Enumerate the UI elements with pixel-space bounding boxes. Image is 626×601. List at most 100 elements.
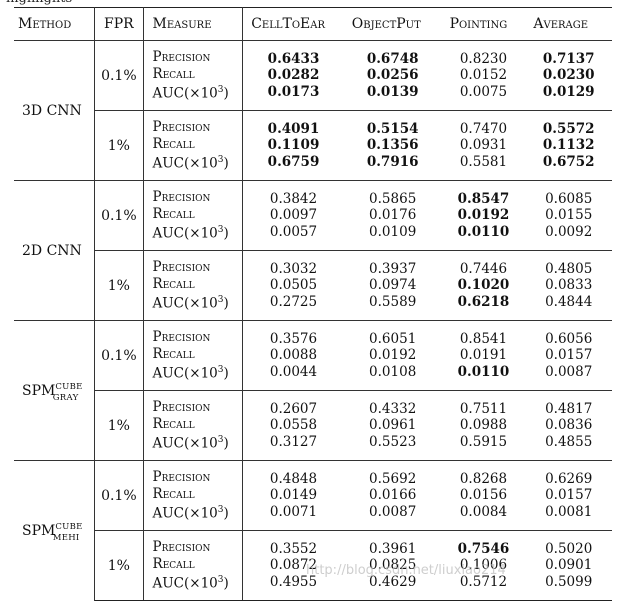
measure-recall: Recall: [152, 205, 195, 222]
measure-auc: AUC(×103): [153, 222, 243, 242]
value: 0.4848: [269, 470, 318, 487]
value-cell: 0.4332 0.0961 0.5523: [343, 390, 442, 461]
value-cell: 0.4805 0.0833 0.4844: [525, 250, 612, 321]
auc-suffix: ): [223, 505, 229, 522]
table-row: 1% Precision Recall AUC(×103) 0.2607 0.0558 0.…: [14, 390, 612, 461]
auc-exponent: 3: [217, 505, 224, 515]
value-cell: 0.7446 0.1020 0.6218: [441, 250, 526, 321]
measure-recall: Recall: [152, 275, 195, 292]
value: 0.1356: [366, 137, 419, 154]
table-row: SPMCUBEMEHI 0.1% Precision Recall AUC(×103) 0…: [14, 460, 612, 601]
value-cell: 0.6269 0.0157 0.0081: [525, 460, 612, 531]
auc-prefix: AUC(×10: [152, 365, 218, 382]
value: 0.0110: [457, 223, 510, 240]
method-name: 2D CNN: [22, 242, 82, 259]
value: 0.7546: [457, 540, 510, 557]
auc-exponent: 3: [217, 155, 224, 165]
auc-prefix: AUC(×10: [152, 575, 218, 592]
value: 0.0129: [542, 83, 595, 100]
value: 0.0825: [369, 557, 417, 574]
value: 0.6056: [545, 330, 593, 347]
measure-precision: Precision: [152, 259, 211, 275]
value: 0.7137: [542, 50, 595, 67]
value-cell: 0.3961 0.0825 0.4629: [343, 530, 442, 601]
value-cell: 0.3552 0.0872 0.4955: [242, 530, 344, 601]
value: 0.0071: [269, 503, 318, 520]
method-superscript: CUBE: [55, 381, 83, 392]
measure-recall: Recall: [152, 415, 195, 432]
value: 0.6269: [545, 470, 593, 487]
header-pointing: Pointing: [441, 7, 526, 41]
value: 0.0176: [369, 207, 417, 224]
value-cell: 0.8541 0.0191 0.0110: [441, 320, 526, 391]
value: 0.0833: [545, 277, 593, 294]
value: 0.8547: [457, 190, 510, 207]
value: 0.1132: [542, 137, 595, 154]
value-cell: 0.5865 0.0176 0.0109: [343, 180, 442, 251]
value: 0.0057: [269, 223, 318, 240]
measure-recall: Recall: [152, 485, 195, 502]
value: 0.6085: [545, 190, 593, 207]
value: 0.0110: [457, 363, 510, 380]
value: 0.0088: [269, 347, 318, 364]
auc-suffix: ): [223, 575, 229, 592]
value-cell: 0.6051 0.0192 0.0108: [343, 320, 442, 391]
method-cell: 2D CNN: [14, 180, 96, 321]
value-cell: 0.7137 0.0230 0.0129: [525, 40, 612, 111]
value: 0.0087: [369, 503, 417, 520]
value: 0.0505: [269, 277, 318, 294]
auc-prefix: AUC(×10: [152, 85, 218, 102]
value: 0.0044: [269, 363, 318, 380]
value: 0.0192: [369, 347, 417, 364]
fpr-cell: 0.1%: [94, 460, 144, 531]
method-superscript: CUBE: [55, 521, 83, 532]
value: 0.4805: [545, 260, 593, 277]
auc-exponent: 3: [217, 225, 224, 235]
value: 0.0974: [369, 277, 417, 294]
header-measure: Measure: [143, 7, 244, 41]
auc-suffix: ): [223, 225, 229, 242]
value: 0.0836: [545, 417, 593, 434]
value: 0.1109: [267, 137, 320, 154]
fpr-cell: 0.1%: [94, 320, 144, 391]
auc-prefix: AUC(×10: [152, 155, 218, 172]
measure-precision: Precision: [152, 49, 211, 65]
value: 0.0157: [545, 487, 593, 504]
value: 0.0108: [369, 363, 417, 380]
watermark: http://blog.csdn.net/liuxiao214: [306, 563, 506, 578]
method-name: 3D CNN: [22, 102, 82, 119]
measure-precision: Precision: [152, 329, 211, 345]
value: 0.3032: [269, 260, 318, 277]
value-cell: 0.8547 0.0192 0.0110: [441, 180, 526, 251]
value: 0.0087: [545, 363, 593, 380]
value-cell: 0.5572 0.1132 0.6752: [525, 110, 612, 181]
measure-cell: Precision Recall AUC(×103): [143, 110, 244, 181]
value-cell: 0.3032 0.0505 0.2725: [242, 250, 344, 321]
auc-suffix: ): [223, 155, 229, 172]
value-cell: 0.5692 0.0166 0.0087: [343, 460, 442, 531]
header-method: Method: [14, 7, 96, 41]
value: 0.5915: [459, 433, 508, 450]
measure-cell: Precision Recall AUC(×103): [143, 460, 244, 531]
auc-exponent: 3: [217, 365, 224, 375]
value: 0.2725: [269, 293, 318, 310]
method-subscript: MEHI: [52, 532, 80, 543]
value: 0.6759: [267, 153, 320, 170]
value: 0.4332: [369, 400, 417, 417]
value: 0.0558: [269, 417, 318, 434]
value: 0.0166: [369, 487, 417, 504]
value-cell: 0.2607 0.0558 0.3127: [242, 390, 344, 461]
auc-suffix: ): [223, 435, 229, 452]
value: 0.5712: [459, 573, 508, 590]
value: 0.6218: [457, 293, 510, 310]
measure-cell: Precision Recall AUC(×103): [143, 180, 244, 251]
value: 0.4629: [369, 573, 417, 590]
value-cell: 0.7546 0.1006 0.5712: [441, 530, 526, 601]
auc-exponent: 3: [217, 575, 224, 585]
value: 0.8230: [459, 50, 508, 67]
value: 0.0282: [267, 67, 320, 84]
value: 0.7470: [459, 120, 508, 137]
value-cell: 0.6748 0.0256 0.0139: [343, 40, 442, 111]
table-row: 2D CNN 0.1% Precision Recall AUC(×103) 0.3842…: [14, 180, 612, 321]
measure-auc: AUC(×103): [153, 502, 243, 522]
